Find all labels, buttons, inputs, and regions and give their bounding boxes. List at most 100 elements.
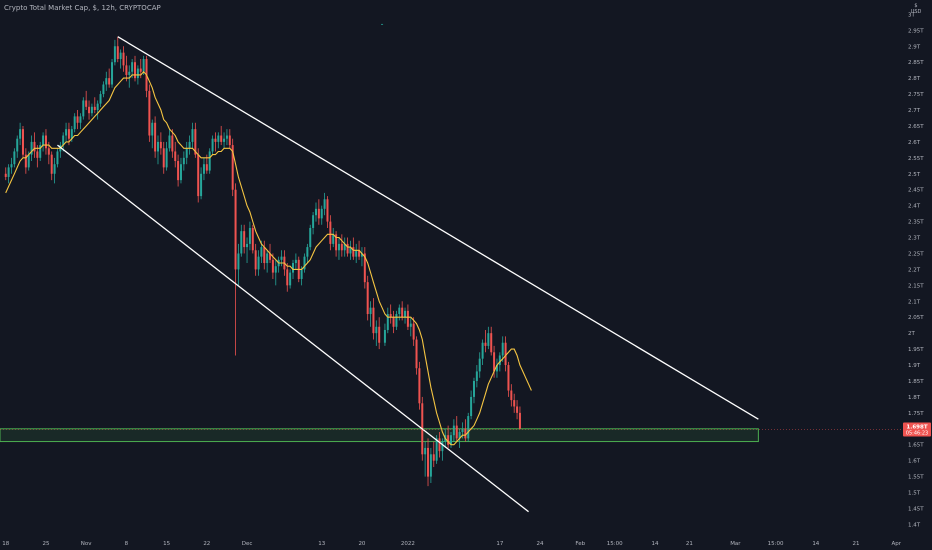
candle-body bbox=[231, 145, 234, 190]
candle-body bbox=[346, 243, 349, 254]
candle-body bbox=[383, 329, 386, 343]
candle-body bbox=[289, 272, 292, 286]
candle-body bbox=[292, 263, 295, 273]
time-tick-label: 15 bbox=[163, 541, 170, 547]
support-zone-layer bbox=[0, 428, 759, 443]
candle-body bbox=[363, 253, 366, 283]
candle-body bbox=[13, 151, 16, 165]
candle-body bbox=[498, 355, 501, 366]
candle-body bbox=[452, 425, 455, 436]
candle-body bbox=[119, 52, 122, 60]
candle-body bbox=[369, 307, 372, 315]
candle-body bbox=[139, 68, 142, 72]
candle-body bbox=[228, 135, 231, 146]
candle-body bbox=[326, 199, 329, 222]
candle-body bbox=[82, 100, 85, 117]
candle-body bbox=[386, 314, 389, 330]
candle-body bbox=[174, 151, 177, 162]
price-tick-label: 2.9T bbox=[908, 44, 921, 50]
candle-body bbox=[427, 447, 430, 477]
candle-body bbox=[179, 164, 182, 181]
candle-body bbox=[131, 62, 134, 72]
candle-body bbox=[303, 256, 306, 270]
price-tick-label: 2.45T bbox=[908, 188, 924, 194]
candle-body bbox=[306, 247, 309, 257]
candle-body bbox=[314, 208, 317, 216]
time-tick-label: 21 bbox=[686, 541, 693, 547]
candle-body bbox=[154, 122, 157, 152]
price-tick-label: 1.85T bbox=[908, 379, 924, 385]
price-tick-label: 3T bbox=[908, 12, 915, 18]
candle-body bbox=[53, 164, 56, 174]
candle-body bbox=[27, 154, 30, 168]
candle-body bbox=[415, 339, 418, 369]
candle-body bbox=[134, 62, 137, 79]
time-tick-label: 18 bbox=[2, 541, 9, 547]
candle-body bbox=[67, 129, 70, 139]
price-tick-label: 1.9T bbox=[908, 363, 921, 369]
candle-body bbox=[484, 342, 487, 346]
candle-body bbox=[432, 454, 435, 461]
candle-body bbox=[329, 221, 332, 244]
candle-body bbox=[478, 358, 481, 372]
candle-body bbox=[352, 247, 355, 257]
candle-body bbox=[85, 100, 88, 107]
candle-body bbox=[151, 122, 154, 136]
candle-body bbox=[162, 148, 165, 168]
upper-trendline bbox=[117, 36, 759, 420]
candle-body bbox=[142, 59, 145, 72]
candle-body bbox=[205, 164, 208, 171]
candle-body bbox=[79, 116, 82, 123]
time-tick-label: Dec bbox=[242, 541, 253, 547]
candle-body bbox=[76, 116, 79, 123]
candle-body bbox=[24, 154, 27, 168]
candle-body bbox=[254, 250, 257, 270]
candle-body bbox=[429, 454, 432, 477]
time-tick-label: 8 bbox=[125, 541, 129, 547]
candle-body bbox=[90, 106, 93, 114]
candle-body bbox=[185, 148, 188, 158]
moving-average-line bbox=[5, 70, 532, 446]
candle-body bbox=[493, 352, 496, 372]
candle-body bbox=[438, 438, 441, 452]
candle-body bbox=[317, 208, 320, 219]
candle-body bbox=[16, 138, 19, 152]
candle-body bbox=[392, 317, 395, 327]
candle-body bbox=[501, 342, 504, 356]
candle-body bbox=[375, 326, 378, 334]
price-tick-label: 1.65T bbox=[908, 443, 924, 449]
candle-body bbox=[335, 234, 338, 251]
candle-body bbox=[418, 368, 421, 404]
candle-body bbox=[21, 129, 24, 155]
currency-code: USD bbox=[911, 9, 922, 15]
candle-body bbox=[125, 65, 128, 75]
candle-body bbox=[243, 231, 246, 248]
price-tick-label: 2.25T bbox=[908, 251, 924, 257]
time-tick-label: 14 bbox=[812, 541, 819, 547]
price-tick-label: 2.35T bbox=[908, 220, 924, 226]
candle-body bbox=[208, 151, 211, 171]
candle-body bbox=[220, 135, 223, 142]
candle-body bbox=[424, 447, 427, 455]
candle-body bbox=[7, 167, 10, 177]
price-tick-label: 1.95T bbox=[908, 347, 924, 353]
time-axis[interactable]: 18 25 Nov 8 15 22 Dec 13 20 2022 17 24 Feb 15:00 14 21 M… bbox=[2, 541, 902, 547]
candle-body bbox=[447, 435, 450, 445]
price-tick-label: 1.8T bbox=[908, 395, 921, 401]
moving-average-layer bbox=[5, 70, 532, 446]
time-tick-label: Apr bbox=[891, 541, 901, 547]
candle-body bbox=[122, 52, 125, 66]
candle-body bbox=[202, 164, 205, 174]
candle-body bbox=[294, 259, 297, 264]
candle-body bbox=[461, 428, 464, 432]
candle-body bbox=[165, 148, 168, 168]
candle-body bbox=[47, 148, 50, 155]
candle-body bbox=[481, 342, 484, 359]
candle-body bbox=[401, 307, 404, 318]
time-tick-label: 17 bbox=[496, 541, 503, 547]
candle-body bbox=[197, 154, 200, 197]
candle-body bbox=[490, 333, 493, 353]
candle-body bbox=[312, 215, 315, 228]
